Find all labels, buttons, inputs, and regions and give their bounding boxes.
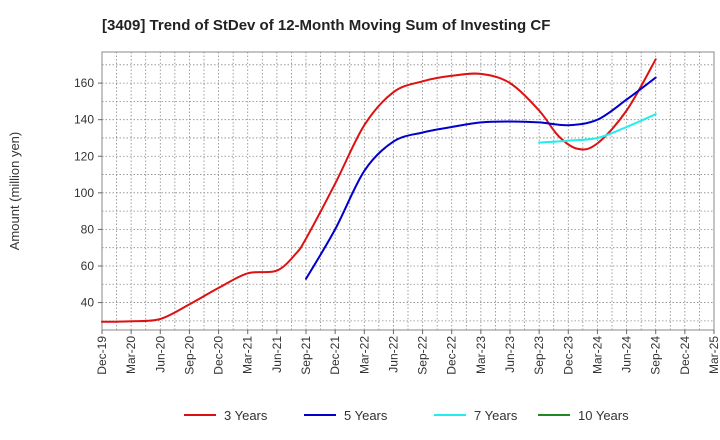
x-tick-label: Mar-20 [124, 336, 138, 374]
x-tick-label: Dec-21 [328, 336, 342, 375]
legend: 3 Years 5 Years 7 Years 10 Years [184, 408, 629, 423]
chart-title: [3409] Trend of StDev of 12-Month Moving… [102, 17, 550, 34]
series-line-7-years [538, 113, 657, 144]
x-tick-label: Sep-24 [649, 336, 663, 375]
x-tick-label: Jun-21 [270, 336, 284, 373]
x-tick-label: Jun-20 [153, 336, 167, 373]
x-tick-label: Sep-21 [299, 336, 313, 375]
y-tick-label: 100 [74, 186, 94, 200]
x-tick-label: Dec-23 [561, 336, 575, 375]
y-tick-label: 160 [74, 76, 94, 90]
x-tick-label: Mar-25 [707, 336, 720, 374]
grid-lines [101, 52, 715, 330]
plot-area [101, 51, 715, 331]
x-tick-label: Jun-24 [620, 336, 634, 373]
y-tick-label: 80 [81, 222, 95, 236]
x-tick-label: Mar-21 [241, 336, 255, 374]
y-tick-label: 140 [74, 113, 94, 127]
x-tick-label: Jun-22 [386, 336, 400, 373]
y-tick-label: 40 [81, 296, 95, 310]
x-tick-label: Sep-20 [182, 336, 196, 375]
y-tick-label: 60 [81, 259, 95, 273]
x-tick-label: Sep-23 [532, 336, 546, 375]
y-axis-label: Amount (million yen) [7, 132, 22, 251]
x-tick-label: Mar-24 [590, 336, 604, 374]
x-tick-label: Jun-23 [503, 336, 517, 373]
x-tick-label: Sep-22 [416, 336, 430, 375]
series-line-3-years [101, 58, 657, 323]
series-lines [101, 58, 657, 323]
x-tick-label: Mar-23 [474, 336, 488, 374]
x-tick-label: Dec-20 [212, 336, 226, 375]
x-tick-label: Dec-19 [95, 336, 109, 375]
x-axis-ticks: Dec-19 Mar-20 Jun-20 Sep-20 Dec-20 Mar-21 Jun-… [95, 330, 720, 375]
series-line-5-years [305, 76, 657, 280]
x-tick-label: Dec-22 [445, 336, 459, 375]
legend-label-10-years: 10 Years [578, 408, 629, 423]
y-axis-ticks: 40 60 80 100 120 140 160 [74, 76, 102, 310]
x-tick-label: Mar-22 [357, 336, 371, 374]
legend-label-7-years: 7 Years [474, 408, 518, 423]
y-tick-label: 120 [74, 149, 94, 163]
legend-label-5-years: 5 Years [344, 408, 388, 423]
legend-label-3-years: 3 Years [224, 408, 268, 423]
x-tick-label: Dec-24 [678, 336, 692, 375]
